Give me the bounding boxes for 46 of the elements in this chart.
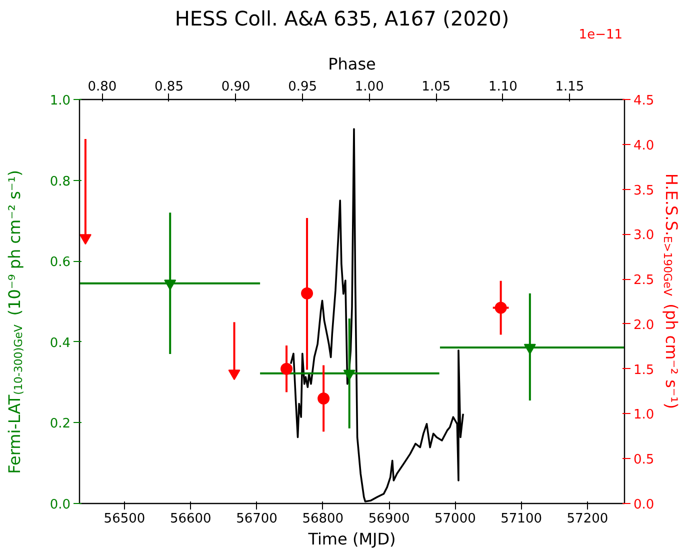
x-tick-label: 56500	[104, 512, 146, 526]
y2-tick-label: 1.0	[634, 408, 654, 423]
y-tick-label: 0.4	[50, 336, 71, 351]
y2-tick-label: 2.0	[634, 318, 654, 333]
x-tick-label: 56900	[368, 512, 410, 526]
x2-tick-label: 1.15	[555, 80, 584, 94]
y2-tick-label: 0.5	[634, 452, 654, 468]
y2-tick-label: 3.5	[634, 183, 654, 198]
x-tick-label: 56800	[302, 512, 344, 526]
y2-tick-label: 1.5	[634, 362, 654, 378]
y2-tick-label: 0.0	[634, 498, 654, 512]
y2-tick-label: 4.0	[634, 138, 654, 154]
x2-axis-title: Phase	[328, 54, 376, 74]
point	[524, 344, 536, 354]
x2-tick-label: 0.85	[154, 80, 184, 94]
x2-tick-label: 0.90	[221, 80, 250, 94]
y-tick-label: 1.0	[50, 94, 71, 108]
x2-tick-label: 0.80	[88, 80, 117, 94]
x-tick-label: 56600	[170, 512, 212, 526]
x2-tick-label: 1.05	[422, 80, 451, 94]
y2-tick-label: 3.0	[634, 228, 654, 244]
y-tick-label: 0.6	[50, 255, 71, 270]
y-tick-label: 0.2	[50, 416, 71, 432]
y2-tick-label: 4.5	[634, 94, 654, 108]
y2-axis-title: H.E.S.S.E>190GeV (ph cm⁻² s⁻¹)	[661, 173, 681, 410]
x2-tick-label: 1.10	[488, 80, 518, 94]
x-tick-label: 56700	[236, 512, 278, 526]
text: 1e−11	[578, 28, 623, 42]
chart-title: HESS Coll. A&A 635, A167 (2020)	[174, 6, 510, 30]
point	[494, 302, 507, 314]
x2-tick-label: 0.95	[288, 80, 318, 94]
point	[318, 392, 330, 404]
point	[301, 287, 314, 300]
y-tick-label: 0.8	[50, 174, 71, 190]
y2-tick-label: 2.5	[634, 273, 654, 288]
y-axis-title: Fermi-LAT(10-300)GeV (10⁻⁹ ph cm⁻² s⁻¹)	[5, 170, 25, 474]
x2-tick-label: 1.00	[354, 80, 384, 94]
point	[164, 280, 176, 290]
x-axis-title: Time (MJD)	[307, 530, 396, 548]
y-tick-label: 0.0	[50, 498, 71, 512]
point	[80, 234, 92, 245]
point	[343, 370, 356, 380]
x-tick-label: 57100	[500, 512, 542, 526]
x-tick-label: 57000	[434, 512, 476, 526]
point	[280, 362, 293, 375]
x-tick-label: 57200	[566, 512, 608, 526]
